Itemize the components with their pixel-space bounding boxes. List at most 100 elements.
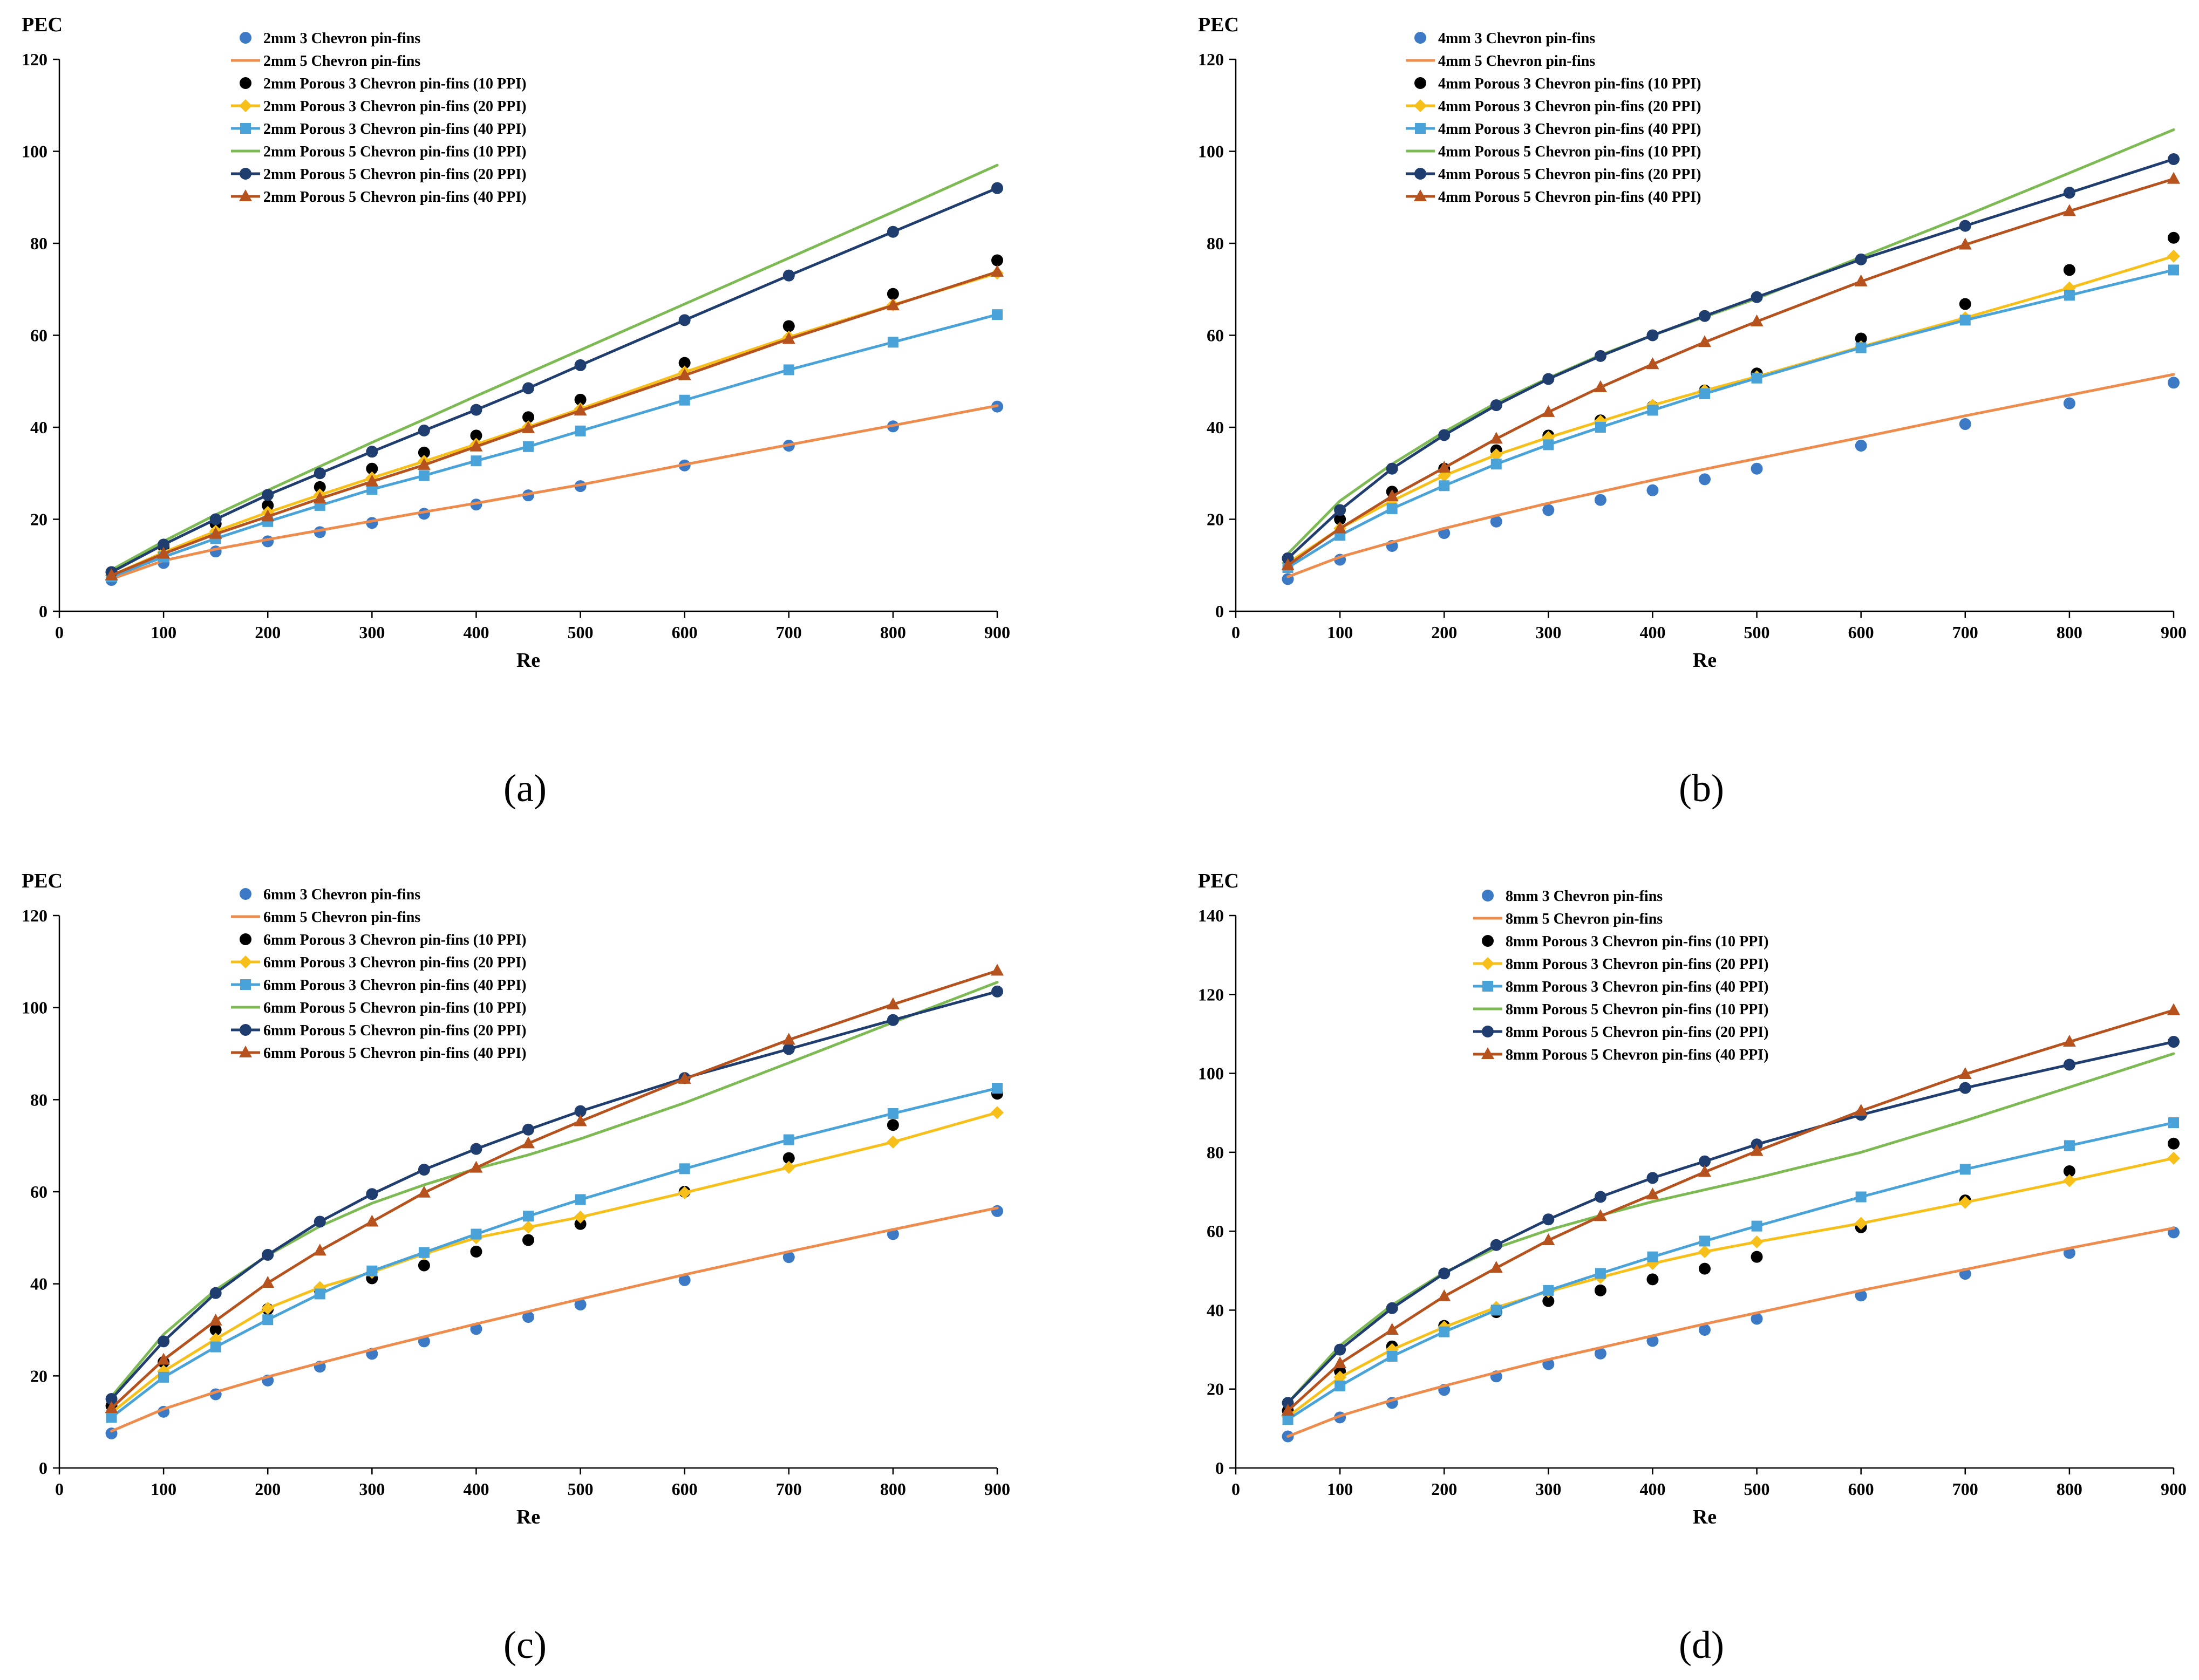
data-point — [1855, 253, 1867, 265]
data-point — [366, 1188, 378, 1200]
data-point — [2167, 1151, 2180, 1165]
legend-label: 8mm Porous 3 Chevron pin-fins (20 PPI) — [1506, 956, 1768, 973]
legend-label: 4mm Porous 5 Chevron pin-fins (40 PPI) — [1438, 189, 1701, 206]
data-point — [1490, 515, 1502, 528]
data-point — [1489, 432, 1503, 444]
data-point — [1646, 1335, 1659, 1347]
series-line — [1286, 1040, 2175, 1404]
data-point — [314, 1215, 326, 1228]
legend-label: 8mm Porous 5 Chevron pin-fins (40 PPI) — [1506, 1047, 1768, 1063]
data-point — [105, 1401, 118, 1413]
data-point — [262, 1314, 274, 1326]
data-point — [1699, 388, 1710, 399]
y-tick-label: 100 — [1198, 1064, 1224, 1083]
data-point — [1751, 1220, 1762, 1232]
series-2 — [1286, 1226, 2175, 1438]
data-point — [679, 1163, 690, 1174]
data-point — [1543, 439, 1554, 450]
data-point — [1489, 448, 1503, 462]
x-tick-label: 700 — [776, 623, 802, 642]
series-7 — [105, 985, 1003, 1405]
data-point — [313, 1244, 326, 1256]
data-point — [2064, 290, 2075, 301]
data-point — [418, 446, 430, 459]
data-point — [106, 1412, 117, 1423]
legend-item: 4mm Porous 3 Chevron pin-fins (10 PPI) — [1414, 76, 1701, 92]
legend-marker — [239, 955, 252, 968]
data-point — [314, 1288, 325, 1300]
data-point — [1959, 220, 1971, 232]
data-point — [2063, 1058, 2075, 1071]
x-tick-label: 900 — [2161, 623, 2187, 642]
panel-caption: (c) — [503, 1623, 547, 1667]
y-tick-label: 0 — [1215, 1458, 1224, 1478]
data-point — [678, 368, 691, 380]
legend-label: 2mm Porous 5 Chevron pin-fins (20 PPI) — [263, 166, 526, 183]
data-point — [1385, 1323, 1399, 1335]
x-tick-label: 100 — [151, 1479, 176, 1499]
data-point — [783, 364, 794, 375]
data-point — [523, 1211, 534, 1222]
x-tick-label: 300 — [1535, 623, 1561, 642]
legend-label: 2mm 3 Chevron pin-fins — [263, 30, 420, 47]
data-point — [575, 425, 586, 436]
data-point — [1386, 462, 1398, 475]
data-point — [2168, 231, 2180, 244]
data-point — [1335, 1380, 1346, 1391]
data-point — [366, 446, 378, 458]
data-point — [262, 489, 274, 501]
legend-marker — [239, 189, 252, 201]
data-point — [2167, 249, 2180, 263]
data-point — [1490, 1305, 1502, 1316]
data-point — [1854, 274, 1868, 286]
y-tick-label: 60 — [1207, 1221, 1224, 1241]
data-point — [1958, 1196, 1972, 1209]
x-tick-label: 400 — [1639, 623, 1665, 642]
data-point — [158, 1371, 169, 1383]
legend-item: 6mm Porous 3 Chevron pin-fins (40 PPI) — [231, 977, 526, 994]
legend-item: 8mm Porous 3 Chevron pin-fins (10 PPI) — [1482, 933, 1768, 950]
data-point — [2168, 1137, 2180, 1150]
data-point — [1594, 1347, 1606, 1360]
data-point — [2168, 264, 2179, 276]
series-line — [1286, 1052, 2175, 1404]
legend-label: 6mm Porous 3 Chevron pin-fins (20 PPI) — [263, 954, 526, 971]
data-point — [574, 359, 587, 371]
data-point — [1750, 1235, 1764, 1248]
data-point — [1490, 459, 1502, 470]
legend-marker — [240, 32, 251, 44]
data-point — [261, 509, 275, 522]
legend-item: 8mm 5 Chevron pin-fins — [1473, 911, 1663, 927]
y-axis-title: PEC — [22, 870, 63, 892]
data-point — [471, 1228, 482, 1240]
series-line — [1286, 158, 2175, 560]
legend-item: 6mm Porous 5 Chevron pin-fins (10 PPI) — [231, 1000, 526, 1016]
data-point — [992, 309, 1003, 320]
legend-marker — [239, 1046, 252, 1057]
y-tick-label: 40 — [1207, 1300, 1224, 1320]
data-point — [2063, 397, 2075, 409]
data-point — [887, 1119, 899, 1131]
data-point — [418, 424, 430, 436]
legend-label: 6mm 5 Chevron pin-fins — [263, 909, 420, 926]
data-point — [1959, 418, 1971, 431]
series-1 — [1282, 377, 2180, 585]
data-point — [1386, 1351, 1398, 1362]
data-point — [262, 499, 274, 511]
legend-label: 8mm Porous 3 Chevron pin-fins (40 PPI) — [1506, 979, 1768, 995]
y-tick-label: 120 — [22, 50, 47, 69]
data-point — [1646, 1273, 1659, 1286]
data-point — [1646, 329, 1659, 342]
x-tick-label: 0 — [1231, 1479, 1240, 1499]
data-point — [2168, 377, 2180, 389]
legend-label: 4mm Porous 3 Chevron pin-fins (40 PPI) — [1438, 121, 1701, 138]
legend: 8mm 3 Chevron pin-fins 8mm 5 Chevron pin-… — [1473, 888, 1768, 1063]
data-point — [418, 470, 430, 481]
x-tick-label: 0 — [1231, 623, 1240, 642]
legend-label: 8mm 3 Chevron pin-fins — [1506, 888, 1663, 905]
data-point — [469, 1160, 483, 1173]
data-point — [209, 1313, 222, 1326]
data-point — [209, 1287, 222, 1299]
legend-item: 4mm Porous 3 Chevron pin-fins (40 PPI) — [1406, 121, 1701, 138]
series-line — [1286, 1157, 2175, 1418]
